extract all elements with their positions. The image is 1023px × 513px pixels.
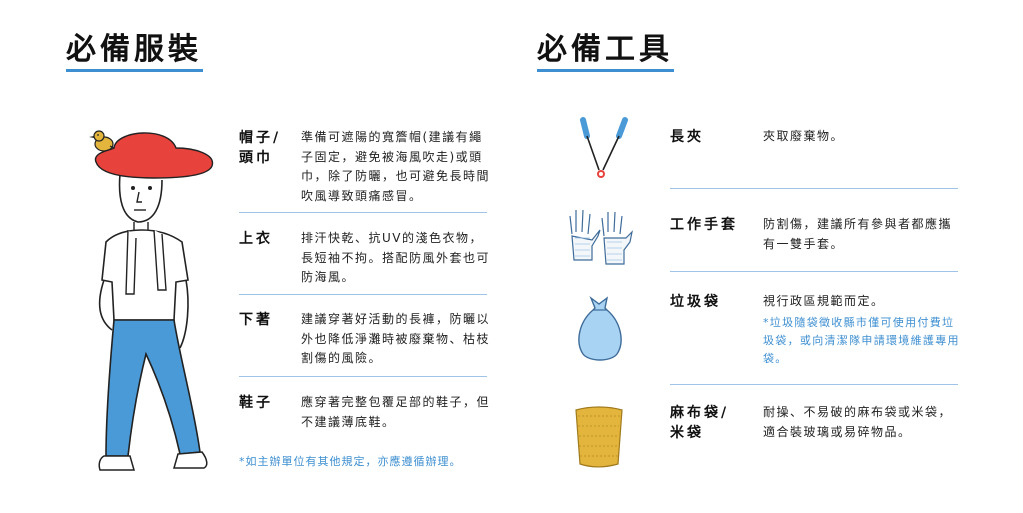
person-illustration <box>89 130 214 471</box>
sack-icon <box>575 406 623 468</box>
tool-item-label: 垃圾袋 <box>670 294 721 310</box>
clothing-item-label: 上衣 <box>239 231 273 247</box>
clothing-item-desc: 準備可遮陽的寬簷帽(建議有繩子固定，避免被海風吹走)或頭巾，除了防曬，也可避免長… <box>301 130 491 203</box>
divider <box>670 271 958 272</box>
clothing-title-underline <box>66 69 203 72</box>
tool-item-desc: 視行政區規範而定。 <box>763 294 885 308</box>
tool-item-desc: 耐操、不易破的麻布袋或米袋，適合裝玻璃或易碎物品。 <box>763 405 953 439</box>
divider <box>239 376 487 377</box>
clothing-item-label: 鞋子 <box>239 395 273 411</box>
divider <box>670 384 958 385</box>
clothing-item-label: 帽子/ 頭巾 <box>239 130 282 166</box>
divider <box>239 294 487 295</box>
clothing-item-desc: 應穿著完整包覆足部的鞋子，但不建議薄底鞋。 <box>301 395 491 429</box>
clothing-item-desc: 排汗快乾、抗UV的淺色衣物，長短袖不拘。搭配防風外套也可防海風。 <box>301 231 491 284</box>
divider <box>239 212 487 213</box>
clothing-item-label: 下著 <box>239 312 273 328</box>
tool-item-desc: 夾取廢棄物。 <box>763 129 845 143</box>
trash-bag-icon <box>578 295 622 361</box>
clothing-footnote: *如主辦單位有其他規定，亦應遵循辦理。 <box>239 455 462 468</box>
tool-item-label: 麻布袋/ 米袋 <box>670 405 730 441</box>
tools-title: 必備工具 <box>537 32 673 67</box>
bird-icon <box>89 130 119 152</box>
gloves-icon <box>569 209 633 265</box>
tool-item-note: *垃圾隨袋徵收縣市僅可使用付費垃圾袋，或向清潔隊申請環境維護專用袋。 <box>763 316 960 365</box>
tool-item-label: 長夾 <box>670 129 704 145</box>
hat-icon <box>94 132 214 179</box>
divider <box>670 188 958 189</box>
clothing-title: 必備服裝 <box>66 32 202 67</box>
tools-title-underline <box>537 69 674 72</box>
tool-item-label: 工作手套 <box>670 217 738 233</box>
clothing-item-desc: 建議穿著好活動的長褲，防曬以外也降低淨灘時被廢棄物、枯枝割傷的風險。 <box>301 312 491 365</box>
tool-item-desc: 防割傷，建議所有參與者都應攜有一雙手套。 <box>763 217 953 251</box>
tongs-icon <box>580 117 628 178</box>
